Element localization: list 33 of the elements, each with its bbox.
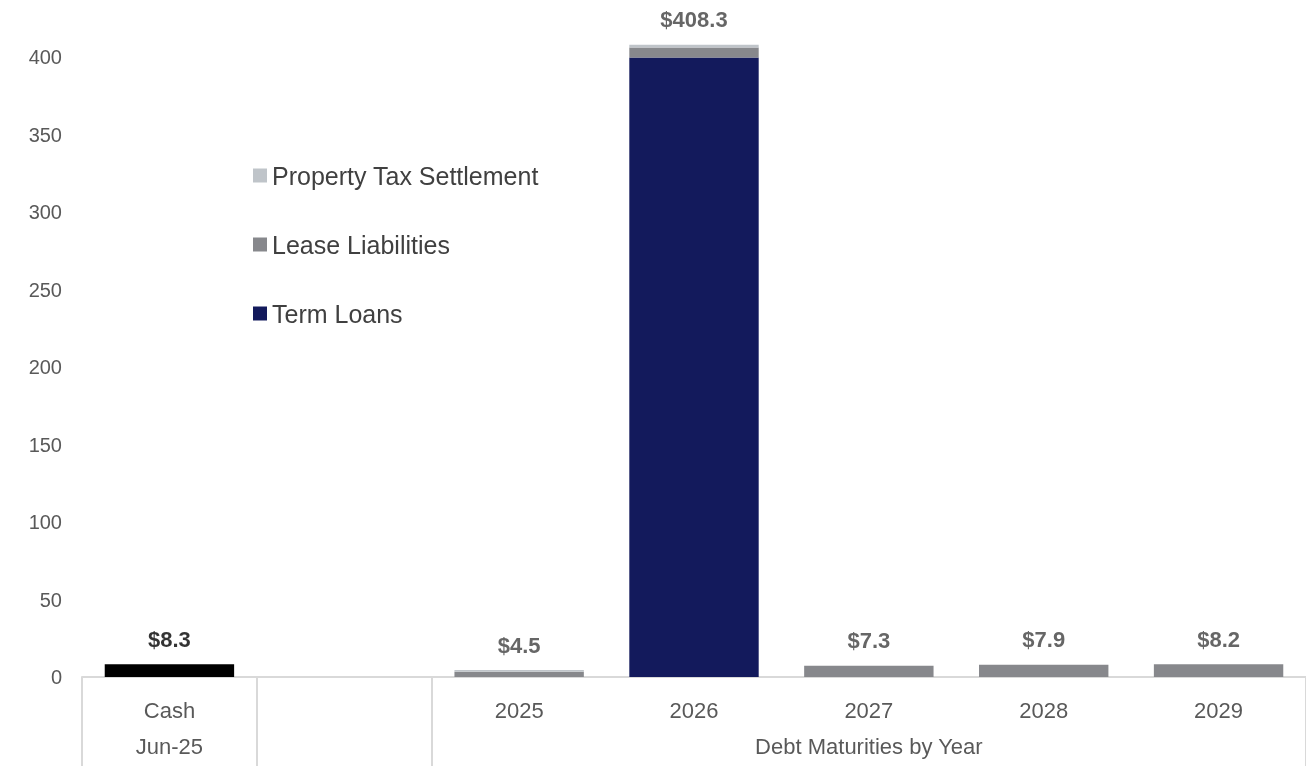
total-label: $7.3 [847, 628, 891, 654]
text: Jun-25 [135, 733, 204, 759]
total-label: $8.3 [148, 626, 191, 652]
text: Debt Maturities by Year [755, 733, 983, 759]
x-tick-label: 2025 [494, 697, 544, 723]
legend-label: Property Tax Settlement [272, 161, 539, 190]
bar [454, 671, 584, 677]
bar [104, 664, 235, 677]
y-tick-label: 0 [50, 666, 62, 688]
total-label: $408.3 [660, 7, 728, 33]
y-tick-label: 150 [28, 433, 62, 456]
bar [629, 47, 759, 58]
y-tick-label: 350 [28, 123, 62, 146]
legend-label: Lease Liabilities [272, 230, 450, 259]
bar [629, 57, 759, 677]
x-tick-label: Cash [143, 697, 196, 723]
x-tick-label: 2026 [669, 697, 719, 723]
total-label: $8.2 [1197, 626, 1240, 652]
y-tick-label: 250 [28, 278, 62, 301]
bar [979, 664, 1109, 677]
bar [804, 665, 934, 677]
y-tick-label: 400 [28, 46, 62, 69]
x-tick-label: 2029 [1194, 697, 1244, 723]
x-tick-label: 2027 [844, 697, 894, 723]
y-tick-label: 100 [28, 511, 62, 534]
x-tick-label: 2028 [1019, 697, 1069, 723]
total-label: $7.9 [1022, 627, 1066, 653]
total-label: $4.5 [497, 632, 541, 658]
legend-label: Term Loans [272, 299, 403, 328]
y-tick-label: 200 [28, 356, 62, 379]
bar [1153, 664, 1284, 677]
y-tick-label: 50 [39, 588, 62, 611]
y-tick-label: 300 [28, 201, 62, 224]
